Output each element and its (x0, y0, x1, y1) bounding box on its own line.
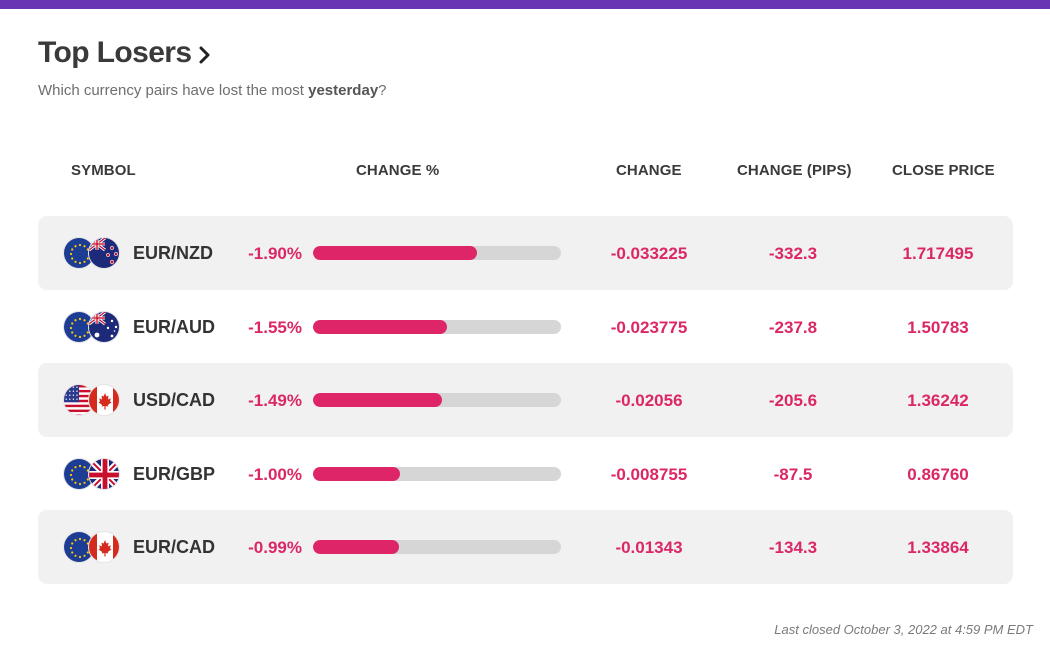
change-percent-bar-fill (313, 540, 399, 554)
change-pips-value: -87.5 (773, 464, 813, 484)
top-accent-bar (0, 0, 1050, 9)
subtitle-suffix: ? (378, 82, 387, 99)
change-percent-bar-fill (313, 246, 477, 260)
close-price-value: 1.33864 (907, 538, 969, 557)
uk-flag-icon (88, 457, 120, 490)
losers-table: EUR/NZD -1.90% -0.033225 -332.3 1.717495 EUR/… (38, 216, 1013, 584)
change-percent-bar (313, 246, 561, 260)
change-value: -0.023775 (610, 317, 688, 337)
australia-flag-icon (88, 310, 120, 343)
table-row[interactable]: EUR/GBP -1.00% -0.008755 -87.5 0.86760 (38, 437, 1013, 511)
table-row[interactable]: EUR/CAD -0.99% -0.01343 -134.3 1.33864 (38, 510, 1013, 584)
last-closed-timestamp: Last closed October 3, 2022 at 4:59 PM E… (774, 622, 1033, 637)
change-percent-bar-fill (313, 319, 447, 334)
change-percent-bar (313, 466, 561, 481)
pair-flags (63, 384, 121, 416)
pair-symbol[interactable]: USD/CAD (133, 390, 216, 410)
subtitle-highlight: yesterday (308, 82, 379, 99)
pair-symbol[interactable]: EUR/CAD (133, 537, 216, 557)
page-title: Top Losers (38, 36, 192, 69)
table-row[interactable]: USD/CAD -1.49% -0.02056 -205.6 1.36242 (38, 363, 1013, 437)
pair-flags (63, 457, 121, 490)
change-pips-value: -205.6 (768, 391, 818, 410)
subtitle-text: Which currency pairs have lost the most (38, 82, 309, 99)
close-price-value: 0.86760 (907, 464, 969, 484)
new-zealand-flag-icon (88, 237, 120, 269)
change-pips-value: -134.3 (768, 538, 818, 557)
column-header-change: CHANGE (616, 162, 682, 179)
pair-flags (63, 531, 121, 563)
change-percent-bar (313, 540, 561, 554)
header: Top Losers Which currency pairs have los… (38, 36, 387, 99)
close-price-value: 1.717495 (902, 244, 974, 263)
change-percent-bar-fill (313, 393, 442, 407)
canada-flag-icon (88, 384, 120, 416)
pair-flags (63, 310, 121, 343)
change-pips-value: -237.8 (768, 317, 818, 337)
pair-symbol[interactable]: EUR/NZD (133, 243, 213, 263)
column-header-change-pips: CHANGE (PIPS) (737, 162, 852, 179)
table-row[interactable]: EUR/NZD -1.90% -0.033225 -332.3 1.717495 (38, 216, 1013, 290)
eu-flag-icon (63, 531, 95, 563)
change-pips-value: -332.3 (768, 244, 818, 263)
title-link[interactable]: Top Losers (38, 36, 387, 70)
close-price-value: 1.36242 (907, 391, 969, 410)
table-row[interactable]: EUR/AUD -1.55% -0.023775 -237.8 1.50783 (38, 290, 1013, 364)
change-percent: -1.00% (248, 464, 302, 484)
change-percent-bar (313, 393, 561, 407)
pair-symbol[interactable]: EUR/AUD (133, 316, 216, 337)
change-value: -0.033225 (610, 244, 688, 263)
pair-symbol[interactable]: EUR/GBP (133, 463, 216, 484)
change-value: -0.01343 (615, 538, 683, 557)
change-percent: -1.55% (248, 317, 302, 337)
close-price-value: 1.50783 (907, 317, 969, 337)
column-header-symbol: SYMBOL (71, 162, 136, 179)
change-value: -0.008755 (610, 464, 688, 484)
change-percent: -1.90% (248, 244, 302, 263)
column-header-close-price: CLOSE PRICE (892, 162, 995, 179)
page-subtitle: Which currency pairs have lost the most … (38, 82, 387, 99)
change-value: -0.02056 (615, 391, 683, 410)
change-percent-bar-fill (313, 466, 400, 481)
chevron-right-icon (199, 46, 210, 63)
column-header-change-pct: CHANGE % (356, 162, 440, 179)
canada-flag-icon (88, 531, 120, 563)
change-percent: -0.99% (248, 538, 302, 557)
change-percent-bar (313, 319, 561, 334)
change-percent: -1.49% (248, 391, 302, 410)
pair-flags (63, 237, 121, 269)
